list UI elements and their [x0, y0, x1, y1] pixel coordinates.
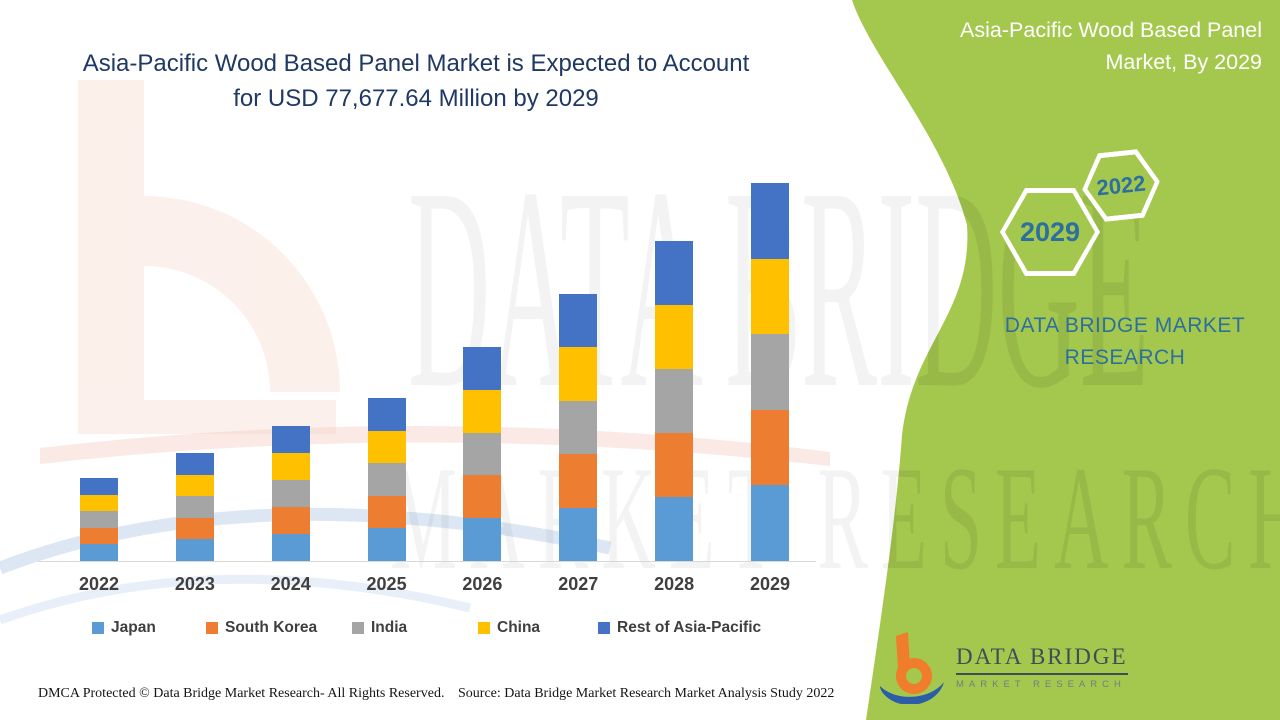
- bar-segment-rest-of-asia-pacific: [463, 347, 502, 390]
- watermark-text-line2-green: MARKET RESEARCH: [390, 436, 1280, 601]
- stacked-bar-2029: [750, 183, 789, 561]
- legend-swatch: [352, 622, 364, 634]
- page-title-line1: Asia-Pacific Wood Based Panel Market is …: [82, 50, 750, 77]
- bar-segment-south-korea: [80, 527, 118, 545]
- brand-text-line1: DATA BRIDGE MARKET: [1004, 314, 1246, 337]
- x-axis-label: 2026: [462, 574, 503, 594]
- bar-segment-india: [559, 400, 598, 455]
- bar-segment-india: [750, 334, 789, 410]
- bar-segment-china: [367, 430, 406, 464]
- watermark-pink-swoosh: [40, 425, 830, 466]
- x-axis-labels: 2022 2023 2024 2025 2026 2027 2028 2029: [38, 574, 816, 600]
- legend-swatch: [206, 622, 218, 634]
- x-axis-label: 2027: [558, 574, 599, 594]
- bar-segment-rest-of-asia-pacific: [655, 241, 694, 305]
- legend-swatch: [598, 622, 610, 634]
- bar-segment-south-korea: [750, 409, 789, 486]
- brand-text-line2: RESEARCH: [1064, 346, 1186, 369]
- bar-segment-china: [559, 347, 598, 401]
- stacked-bar-2024: [271, 426, 310, 561]
- stacked-bar-2026: [463, 347, 502, 561]
- legend-label: China: [497, 619, 541, 636]
- bar-segment-japan: [271, 534, 310, 561]
- footer-source-text: Source: Data Bridge Market Research Mark…: [458, 686, 835, 701]
- bar-segment-china: [175, 474, 214, 497]
- stacked-bar-2022: [80, 478, 118, 561]
- x-axis-label: 2029: [749, 574, 790, 594]
- plot-area: [38, 150, 816, 562]
- stacked-bar-2023: [175, 453, 214, 561]
- company-logo-icon: [880, 632, 944, 704]
- bar-segment-rest-of-asia-pacific: [750, 183, 789, 259]
- legend-swatch: [92, 622, 104, 634]
- bar-segment-south-korea: [175, 517, 214, 540]
- legend-item-japan: Japan: [92, 617, 156, 639]
- side-panel-title-line1: Asia-Pacific Wood Based Panel: [960, 18, 1262, 42]
- bar-segment-india: [80, 511, 118, 528]
- legend-item-india: India: [352, 617, 407, 639]
- bar-segment-china: [80, 494, 118, 512]
- legend-label: Rest of Asia-Pacific: [617, 619, 762, 636]
- bar-segment-rest-of-asia-pacific: [175, 453, 214, 475]
- legend-swatch: [478, 622, 490, 634]
- bar-segment-japan: [655, 497, 694, 561]
- legend-item-china: China: [478, 617, 540, 639]
- hexagon-2022-label: 2022: [1095, 170, 1147, 200]
- bar-segment-south-korea: [463, 475, 502, 519]
- bar-segment-india: [463, 432, 502, 476]
- bar-segment-rest-of-asia-pacific: [80, 478, 118, 495]
- logo-name: DATA BRIDGE: [956, 644, 1128, 675]
- bar-segment-india: [367, 463, 406, 496]
- bar-segment-rest-of-asia-pacific: [271, 426, 310, 454]
- logo-subtitle: MARKET RESEARCH: [956, 679, 1126, 690]
- legend-label: South Korea: [225, 619, 318, 636]
- x-axis-label: 2022: [78, 574, 120, 594]
- legend-item-south-korea: South Korea: [206, 617, 317, 639]
- side-panel-title-line2: Market, By 2029: [1105, 50, 1262, 74]
- bar-segment-rest-of-asia-pacific: [367, 398, 406, 431]
- x-axis-label: 2023: [174, 574, 215, 594]
- bar-segment-japan: [463, 518, 502, 561]
- bar-segment-china: [463, 389, 502, 433]
- legend-label: India: [371, 619, 408, 636]
- stacked-bar-2025: [367, 398, 406, 561]
- brand-text: DATA BRIDGE MARKET RESEARCH: [960, 310, 1280, 374]
- chart-legend: Japan South Korea India China Rest of Asia-P…: [0, 617, 860, 641]
- x-axis-label: 2024: [270, 574, 311, 594]
- page-title: Asia-Pacific Wood Based Panel Market is …: [0, 46, 832, 116]
- bar-segment-india: [175, 496, 214, 518]
- stacked-bar-2027: [559, 294, 598, 561]
- bar-segment-china: [271, 453, 310, 481]
- footer: DMCA Protected © Data Bridge Market Rese…: [0, 686, 860, 710]
- bar-segment-india: [271, 480, 310, 508]
- bar-segment-japan: [750, 485, 789, 561]
- bar-segment-china: [750, 258, 789, 335]
- stacked-bar-2028: [655, 241, 694, 561]
- bar-segment-china: [655, 305, 694, 369]
- bar-segment-south-korea: [367, 495, 406, 529]
- watermark-blue-swoosh-2: [0, 574, 472, 625]
- bar-segment-south-korea: [655, 433, 694, 497]
- x-axis-label: 2028: [654, 574, 695, 594]
- bar-segment-south-korea: [271, 507, 310, 535]
- hexagon-2029-label: 2029: [1019, 216, 1081, 247]
- bar-segment-japan: [367, 528, 406, 561]
- bar-segment-japan: [80, 544, 118, 561]
- bar-segment-japan: [559, 507, 598, 561]
- green-panel-shape: [852, 0, 1280, 720]
- legend-label: Japan: [111, 619, 156, 636]
- bar-segment-south-korea: [559, 454, 598, 508]
- page-title-line2: for USD 77,677.64 Million by 2029: [233, 85, 599, 112]
- bar-segment-japan: [175, 539, 214, 561]
- watermark-b-logo: [78, 80, 340, 434]
- company-logo: DATA BRIDGE MARKET RESEARCH: [878, 630, 1208, 710]
- footer-dmca-text: DMCA Protected © Data Bridge Market Rese…: [38, 686, 445, 701]
- bar-segment-india: [655, 369, 694, 433]
- bar-segment-rest-of-asia-pacific: [559, 294, 598, 348]
- legend-item-rest-of-asia-pacific: Rest of Asia-Pacific: [598, 617, 761, 639]
- side-panel-title: Asia-Pacific Wood Based Panel Market, By…: [842, 14, 1262, 78]
- x-axis-label: 2025: [366, 574, 407, 594]
